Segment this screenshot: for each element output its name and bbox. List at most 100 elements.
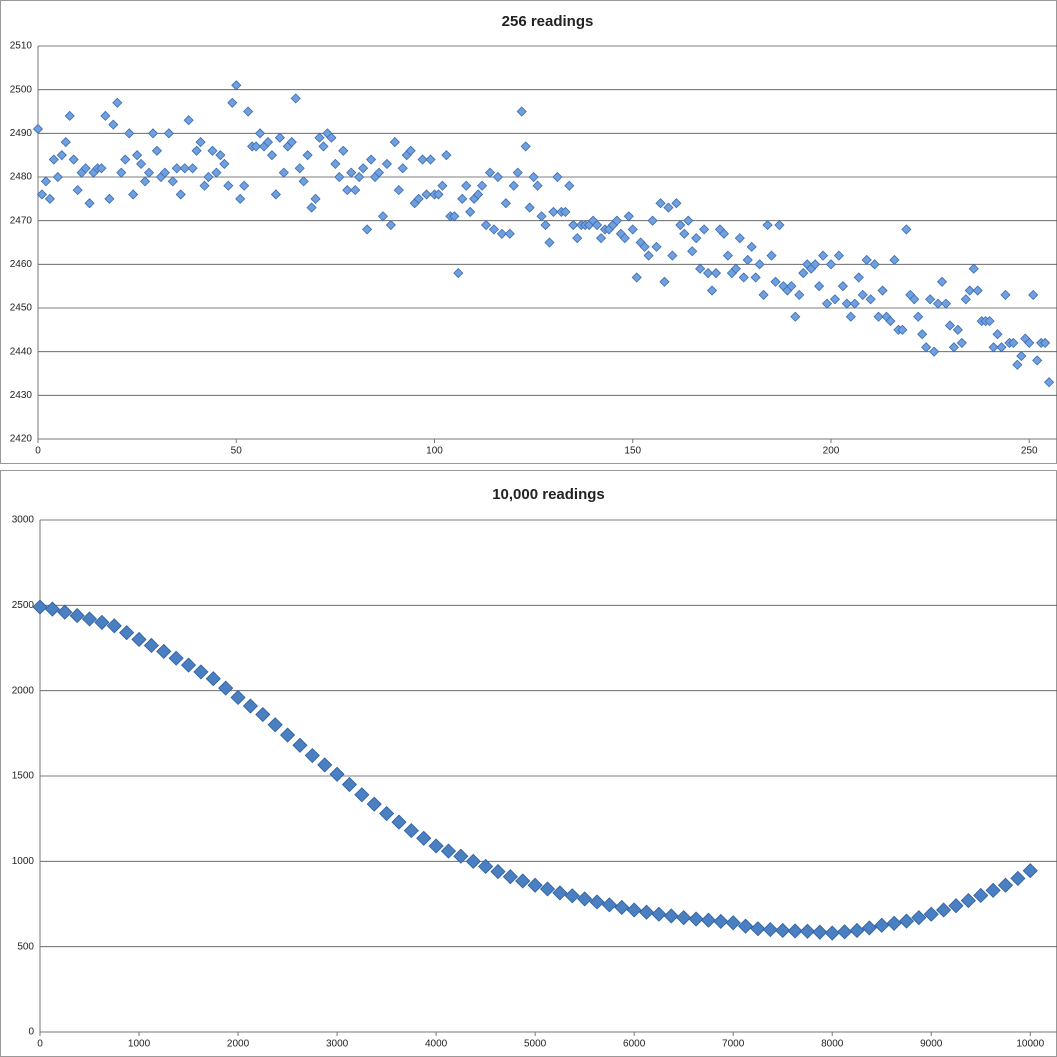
data-point: [527, 877, 543, 893]
data-point: [480, 219, 492, 231]
data-point: [1028, 289, 1039, 300]
y-tick-label: 3000: [12, 515, 35, 526]
data-point: [853, 272, 864, 283]
data-point: [143, 167, 155, 178]
data-point: [235, 193, 246, 204]
data-point: [925, 294, 936, 305]
data-point: [932, 298, 944, 309]
data-point: [262, 137, 274, 148]
data-point: [762, 922, 778, 938]
data-point: [638, 904, 655, 920]
data-point: [274, 132, 285, 143]
data-point: [84, 198, 95, 209]
data-point: [812, 924, 828, 940]
data-point: [413, 193, 424, 204]
y-tick-label: 0: [28, 1027, 34, 1038]
data-point: [40, 176, 51, 187]
data-point: [239, 180, 250, 191]
data-point: [722, 250, 733, 261]
data-point: [944, 320, 956, 331]
data-point: [56, 150, 67, 161]
data-point: [80, 163, 91, 174]
data-point: [358, 163, 369, 174]
data-point: [837, 924, 853, 940]
data-point: [886, 915, 902, 931]
data-point: [676, 910, 692, 926]
data-point: [528, 171, 539, 183]
data-point: [873, 311, 884, 322]
data-point: [461, 180, 472, 191]
data-point: [354, 787, 370, 803]
data-point: [821, 298, 833, 309]
data-point: [595, 233, 607, 244]
data-point: [960, 893, 976, 909]
data-point: [124, 128, 135, 139]
data-point: [120, 154, 131, 165]
data-point: [814, 281, 825, 292]
data-point: [119, 625, 135, 641]
data-point: [496, 228, 507, 239]
data-point: [591, 219, 603, 231]
data-point: [147, 128, 159, 139]
data-point: [425, 154, 436, 165]
data-point: [683, 215, 694, 226]
data-point: [667, 250, 678, 261]
data-point: [100, 110, 111, 121]
x-tick-label: 100: [426, 446, 443, 457]
data-point: [112, 97, 123, 108]
data-point: [614, 899, 630, 915]
data-point: [917, 329, 928, 340]
y-tick-label: 2450: [10, 303, 33, 314]
x-tick-label: 3000: [326, 1039, 349, 1050]
data-point: [457, 193, 468, 204]
data-point: [611, 215, 622, 226]
data-point: [94, 614, 110, 630]
data-point: [243, 106, 254, 117]
data-point: [647, 215, 658, 226]
y-tick-label: 2420: [10, 434, 33, 445]
x-tick-label: 4000: [425, 1039, 448, 1050]
data-point: [671, 198, 682, 209]
data-point: [695, 263, 706, 274]
data-point: [577, 891, 593, 907]
data-point: [128, 189, 139, 200]
data-point: [940, 298, 952, 309]
data-point: [865, 294, 876, 305]
data-point: [1022, 863, 1038, 879]
data-point: [465, 206, 476, 217]
data-point: [218, 680, 234, 696]
x-tick-label: 0: [37, 1039, 43, 1050]
data-point: [310, 193, 321, 204]
y-tick-label: 2440: [10, 346, 33, 357]
data-point: [589, 894, 605, 910]
data-point: [532, 180, 543, 191]
data-point: [516, 106, 527, 117]
data-point: [72, 185, 83, 196]
data-point: [700, 912, 716, 928]
data-point: [168, 650, 184, 666]
x-tick-label: 10000: [1016, 1039, 1044, 1050]
data-point: [790, 311, 801, 322]
data-point: [381, 158, 392, 169]
data-point: [730, 263, 741, 274]
data-point: [48, 154, 59, 165]
data-point: [988, 342, 999, 353]
data-point: [889, 254, 900, 266]
data-point: [996, 342, 1007, 353]
data-point: [167, 176, 178, 187]
data-point: [132, 150, 143, 161]
data-point: [833, 250, 844, 261]
data-point: [171, 163, 182, 174]
data-point: [663, 908, 679, 924]
y-tick-label: 2490: [10, 128, 33, 139]
data-point: [304, 747, 320, 764]
data-point: [515, 873, 531, 889]
data-point: [742, 254, 753, 266]
data-point: [441, 150, 452, 161]
data-point: [393, 185, 404, 196]
x-tick-label: 7000: [722, 1039, 745, 1050]
data-point: [32, 599, 48, 615]
y-tick-label: 2470: [10, 215, 33, 226]
data-point: [524, 202, 535, 213]
